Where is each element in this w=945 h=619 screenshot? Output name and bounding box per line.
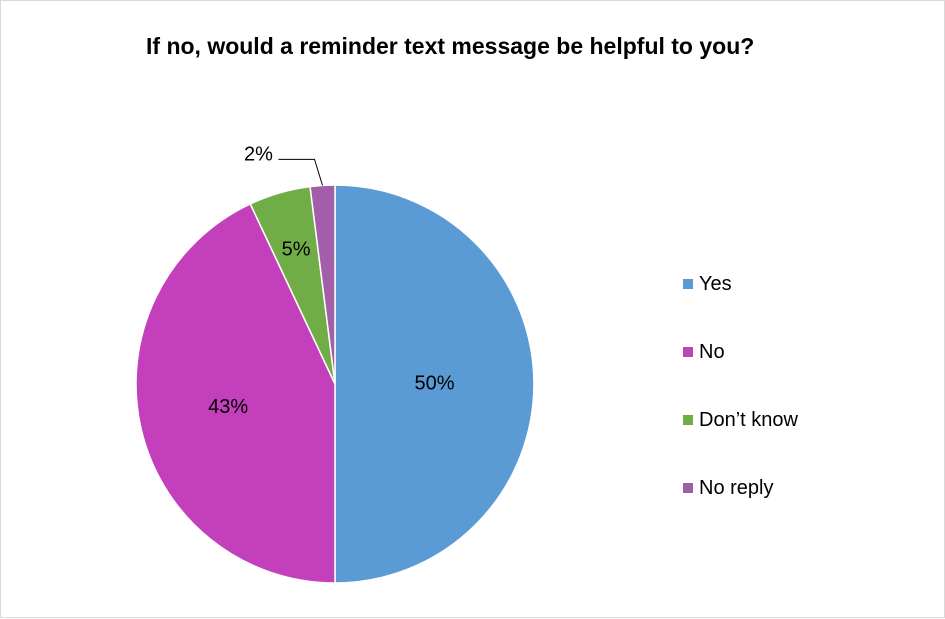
legend-item-no: No [683, 335, 798, 369]
legend: Yes No Don’t know No reply [683, 267, 798, 539]
data-label-don-t-know: 5% [282, 239, 311, 261]
legend-swatch-no-reply [683, 483, 693, 493]
pie-slices [136, 185, 534, 583]
legend-swatch-no [683, 347, 693, 357]
legend-swatch-yes [683, 279, 693, 289]
data-label-no-reply: 2% [244, 144, 273, 166]
legend-label-yes: Yes [699, 273, 732, 296]
legend-label-no-reply: No reply [699, 477, 773, 500]
data-label-yes: 50% [414, 372, 454, 394]
legend-label-no: No [699, 341, 725, 364]
data-label-no: 43% [208, 396, 248, 418]
legend-item-dont-know: Don’t know [683, 403, 798, 437]
legend-label-dont-know: Don’t know [699, 409, 798, 432]
legend-item-no-reply: No reply [683, 471, 798, 505]
legend-item-yes: Yes [683, 267, 798, 301]
leader-line-no-reply [279, 159, 323, 185]
legend-swatch-dont-know [683, 415, 693, 425]
